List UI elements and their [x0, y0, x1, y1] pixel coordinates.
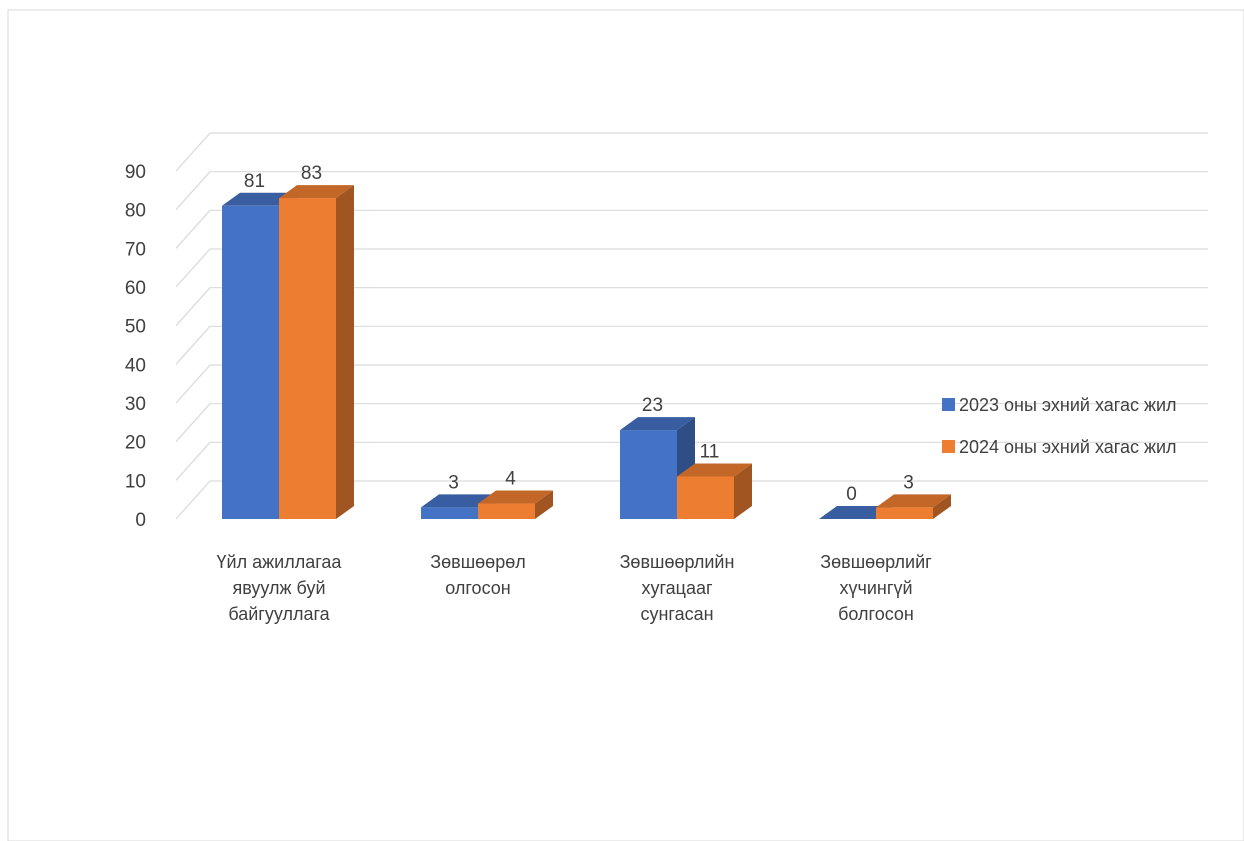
gridline-side — [175, 480, 211, 520]
bar-top — [421, 494, 496, 508]
y-tick-label: 80 — [125, 201, 146, 222]
bar-top — [819, 506, 894, 519]
gridline-side — [175, 132, 211, 172]
gridlines — [175, 132, 1208, 520]
gridline-side — [175, 403, 211, 443]
gridline-side — [175, 441, 211, 481]
chart-border — [7, 9, 1244, 841]
bar-top — [620, 417, 695, 431]
gridline-side — [175, 287, 211, 327]
bar-side — [933, 494, 951, 519]
data-label: 0 — [846, 484, 857, 505]
y-axis-ticks: 0 10 20 30 40 50 60 70 80 90 — [125, 162, 146, 531]
bar-front — [677, 476, 734, 519]
data-label: 83 — [301, 163, 322, 184]
data-label: 3 — [448, 472, 459, 493]
bar-side — [535, 490, 553, 519]
y-tick-label: 20 — [125, 433, 146, 454]
bar-top — [222, 192, 297, 206]
bar — [279, 185, 354, 520]
category-labels: Үйл ажиллагаа явуулж буй байгууллага Зөвшөө… — [217, 552, 933, 624]
legend-swatch — [942, 398, 955, 411]
bar-top — [279, 185, 354, 199]
y-tick-label: 0 — [135, 510, 146, 531]
bar-front — [421, 507, 478, 519]
data-label: 3 — [903, 472, 914, 493]
bar-front — [876, 507, 933, 519]
legend-item: 2024 оны эхний хагас жил — [942, 437, 1177, 457]
legend-swatch — [942, 440, 955, 453]
data-label: 81 — [244, 171, 265, 192]
gridline-side — [175, 248, 211, 288]
y-tick-label: 90 — [125, 162, 146, 183]
y-tick-label: 10 — [125, 471, 146, 492]
data-label: 4 — [505, 469, 516, 490]
data-label: 11 — [700, 441, 720, 462]
y-tick-label: 30 — [125, 394, 146, 415]
gridline-side — [175, 209, 211, 249]
bar-side — [734, 463, 752, 519]
data-label: 23 — [642, 395, 663, 416]
bar-top — [478, 490, 553, 504]
category-label: Үйл ажиллагаа явуулж буй байгууллага — [217, 552, 343, 624]
legend: 2023 оны эхний хагас жил 2024 оны эхний х… — [942, 395, 1177, 457]
bar — [677, 463, 752, 519]
y-tick-label: 60 — [125, 278, 146, 299]
bar — [819, 506, 894, 519]
y-tick-label: 50 — [125, 317, 146, 338]
bar-side — [336, 185, 354, 520]
bar — [478, 490, 553, 519]
legend-label: 2023 оны эхний хагас жил — [959, 395, 1177, 415]
y-tick-label: 40 — [125, 355, 146, 376]
data-labels: 81 83 3 4 23 11 0 3 — [244, 163, 914, 505]
category-label: Зөвшөөрлийн хугацааг сунгасан — [620, 552, 735, 624]
category-label: Зөвшөөрөл олгосон — [430, 552, 525, 598]
category-label: Зөвшөөрлийг хүчингүй болгосон — [820, 552, 932, 624]
gridline-side — [175, 364, 211, 404]
gridline-side — [175, 171, 211, 211]
bar-front — [222, 205, 279, 520]
bar-top — [677, 463, 752, 477]
legend-label: 2024 оны эхний хагас жил — [959, 437, 1177, 457]
bar-front — [279, 198, 336, 520]
y-tick-label: 70 — [125, 239, 146, 260]
gridline-side — [175, 325, 211, 365]
legend-item: 2023 оны эхний хагас жил — [942, 395, 1177, 415]
bar-front — [478, 503, 535, 519]
bar-front — [620, 430, 677, 519]
bar — [876, 494, 951, 519]
bar-top — [876, 494, 951, 508]
bars — [222, 185, 951, 520]
